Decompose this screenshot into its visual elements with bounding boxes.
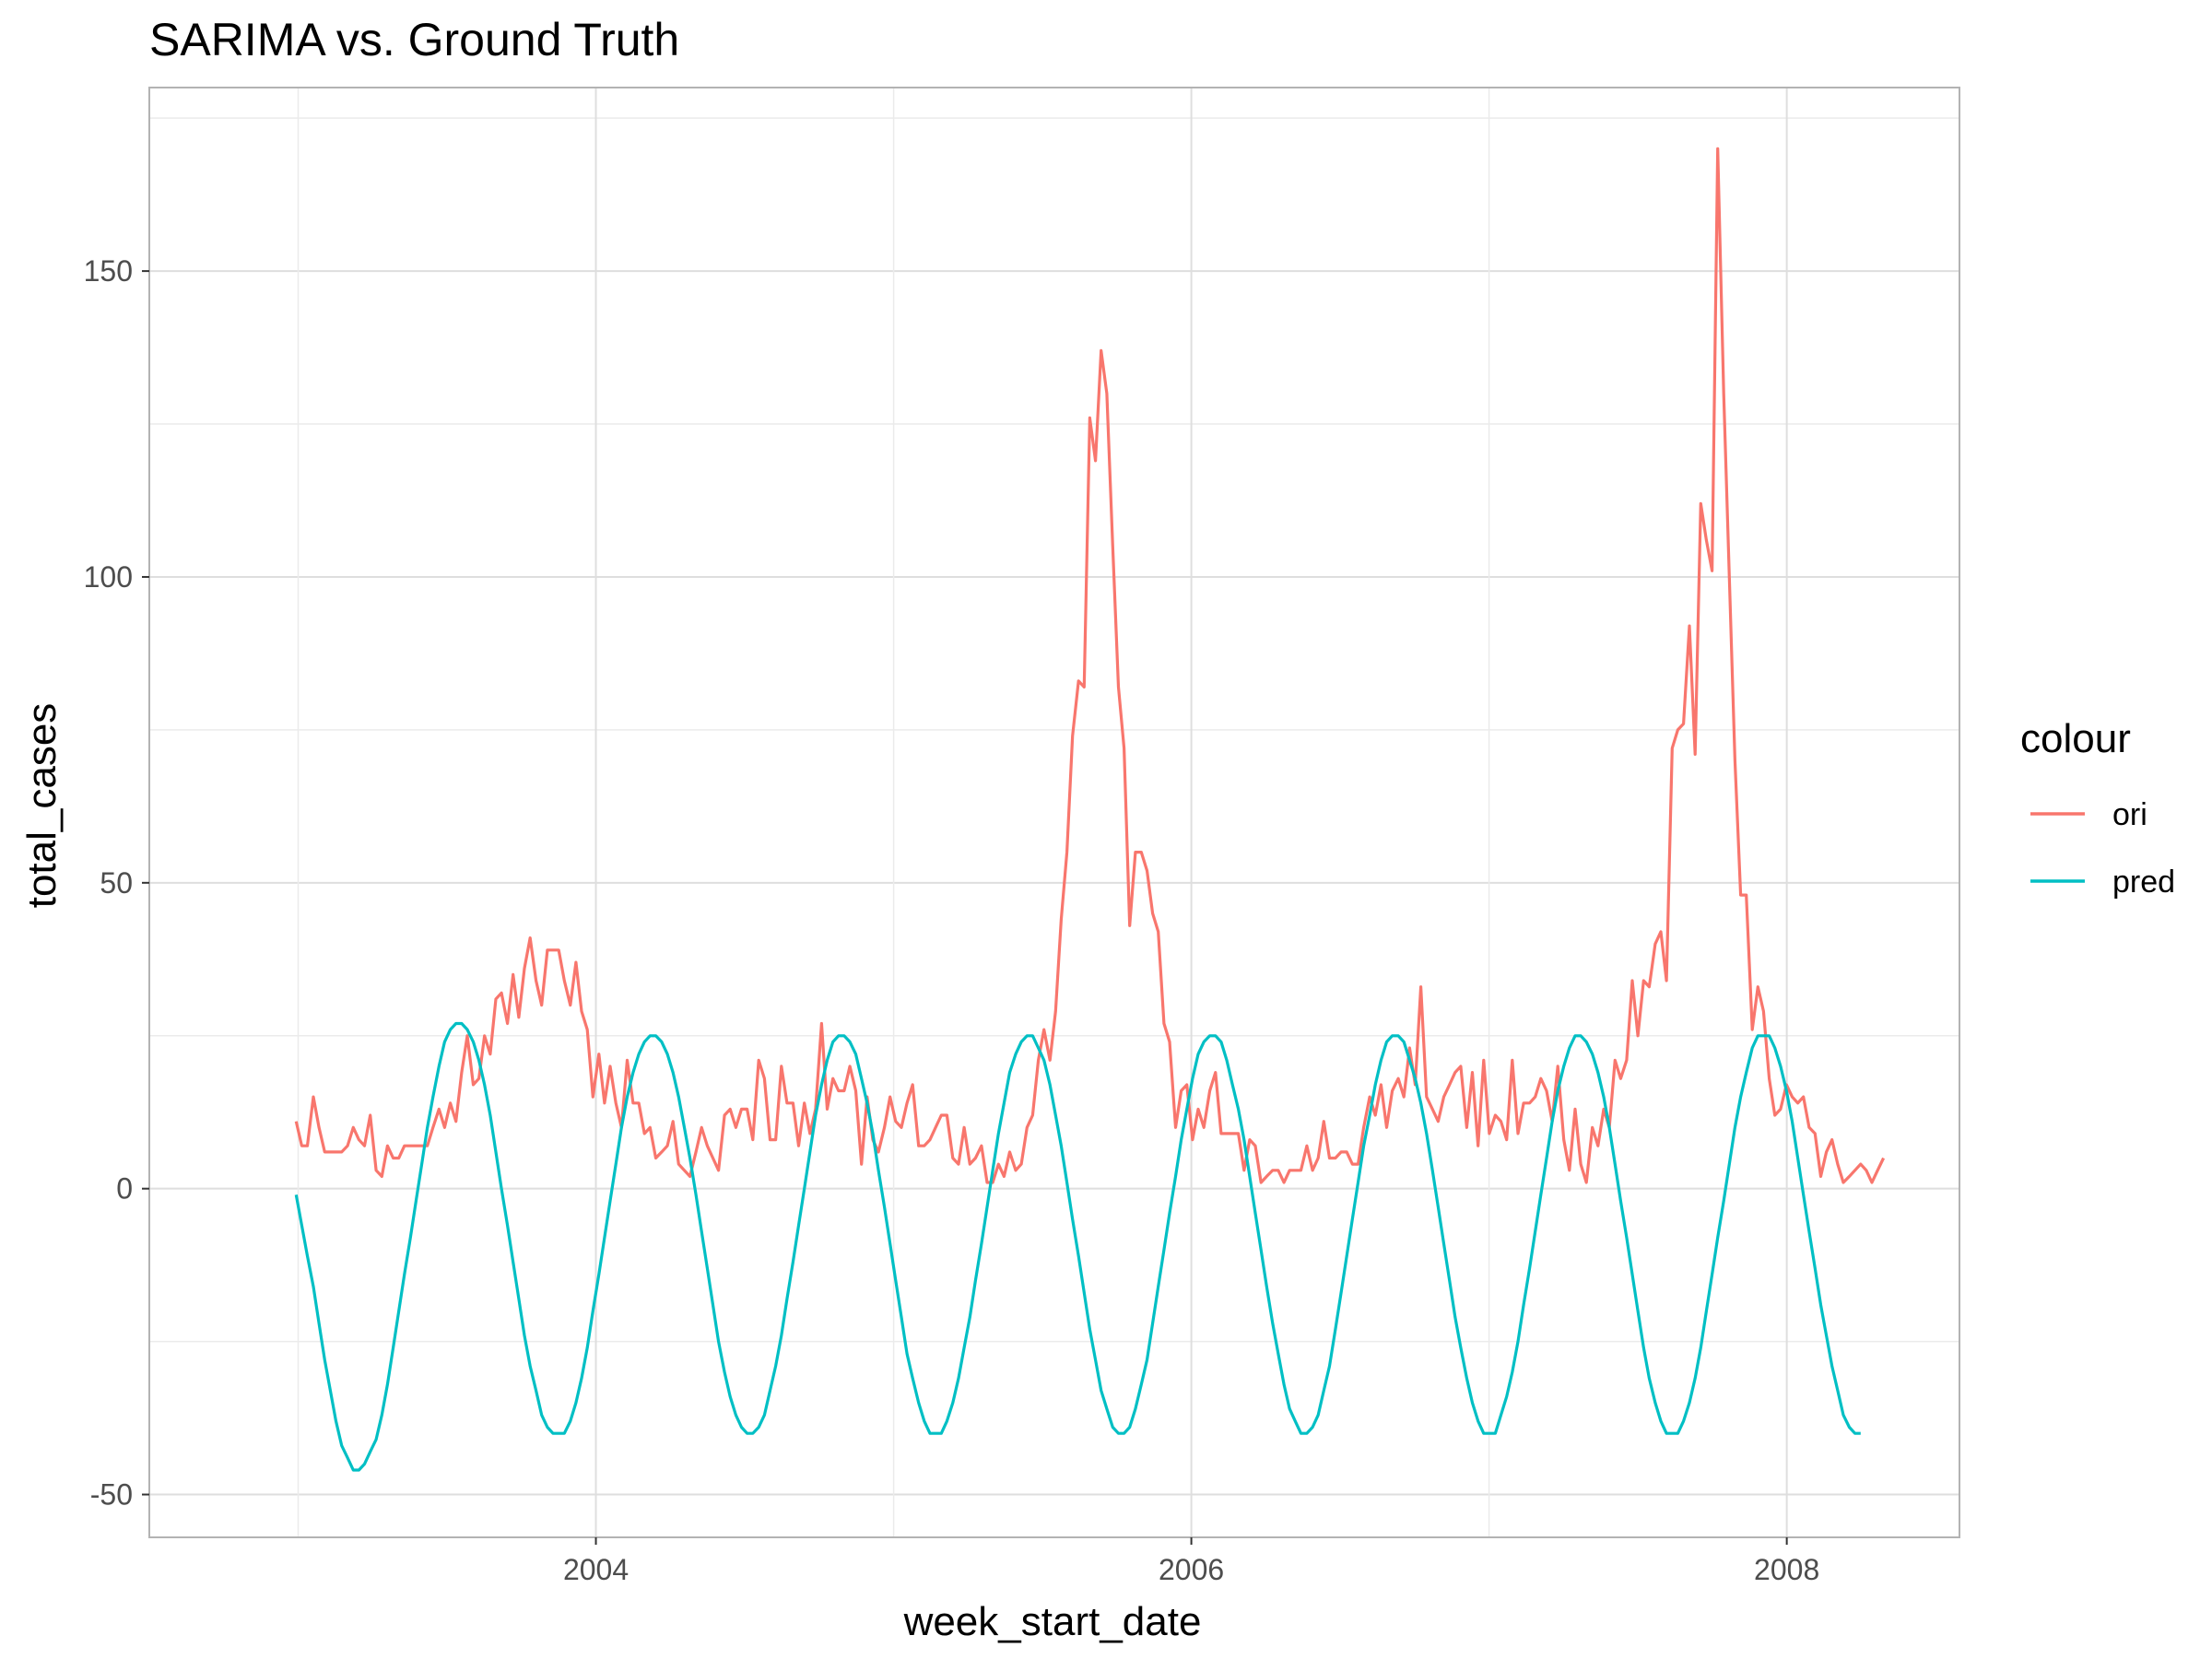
panel-border xyxy=(148,87,1960,1538)
x-tick-label: 2008 xyxy=(1754,1553,1819,1586)
y-tick-label: -50 xyxy=(90,1478,133,1512)
series-line-pred xyxy=(294,1021,1861,1472)
x-tick-label: 2006 xyxy=(1159,1553,1224,1586)
grid xyxy=(149,88,1959,1537)
series-layer xyxy=(294,147,1886,1472)
x-axis-title: week_start_date xyxy=(903,1599,1202,1644)
legend-label-ori: ori xyxy=(2112,797,2147,832)
y-tick-label: 150 xyxy=(84,254,133,288)
legend-title: colour xyxy=(2020,716,2131,761)
x-tick-label: 2004 xyxy=(563,1553,629,1586)
legend-label-pred: pred xyxy=(2112,865,2175,900)
legend-items: ori pred xyxy=(2030,797,2175,900)
y-tick-label: 100 xyxy=(84,560,133,594)
y-tick-label: 0 xyxy=(116,1172,133,1206)
legend-item-pred: pred xyxy=(2030,865,2175,900)
series-line-ori xyxy=(294,147,1886,1184)
chart-title: SARIMA vs. Ground Truth xyxy=(149,14,679,65)
legend-item-ori: ori xyxy=(2030,797,2147,832)
y-tick-label: 50 xyxy=(100,866,133,900)
legend: colour ori pred xyxy=(2020,716,2175,900)
y-axis-title: total_cases xyxy=(19,703,65,909)
tick-labels: -50 0 50 100 150 2004 2006 2008 xyxy=(84,254,1820,1586)
